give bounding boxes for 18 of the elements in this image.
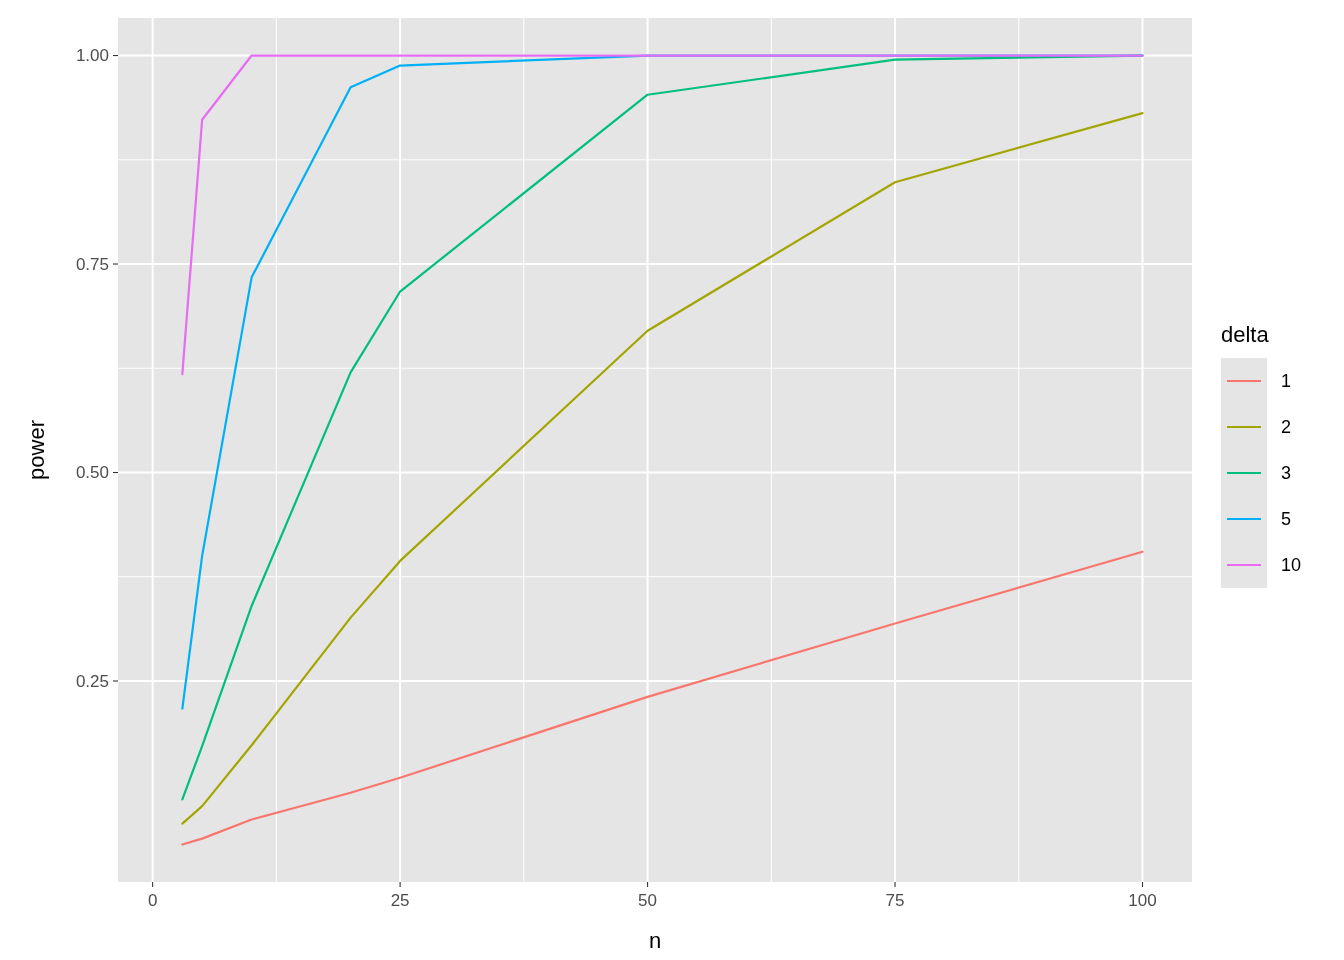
y-tick-label: 0.75 bbox=[75, 254, 109, 274]
y-tick-label: 0.25 bbox=[75, 671, 109, 691]
legend-label: 5 bbox=[1281, 509, 1292, 530]
legend-label: 1 bbox=[1281, 371, 1292, 392]
legend-title: delta bbox=[1221, 322, 1270, 347]
y-axis-title: power bbox=[24, 420, 49, 480]
legend-label: 10 bbox=[1281, 555, 1302, 576]
x-tick-label: 50 bbox=[638, 891, 658, 910]
x-tick-label: 100 bbox=[1128, 891, 1157, 910]
x-tick-label: 25 bbox=[390, 891, 410, 910]
legend-label: 3 bbox=[1281, 463, 1292, 484]
x-tick-label: 75 bbox=[885, 891, 905, 910]
legend-label: 2 bbox=[1281, 417, 1292, 438]
x-tick-label: 0 bbox=[147, 891, 158, 910]
x-axis-title: n bbox=[648, 928, 662, 953]
y-tick-label: 1.00 bbox=[75, 46, 109, 66]
line-series bbox=[181, 550, 1144, 846]
y-tick-label: 0.50 bbox=[75, 463, 109, 483]
